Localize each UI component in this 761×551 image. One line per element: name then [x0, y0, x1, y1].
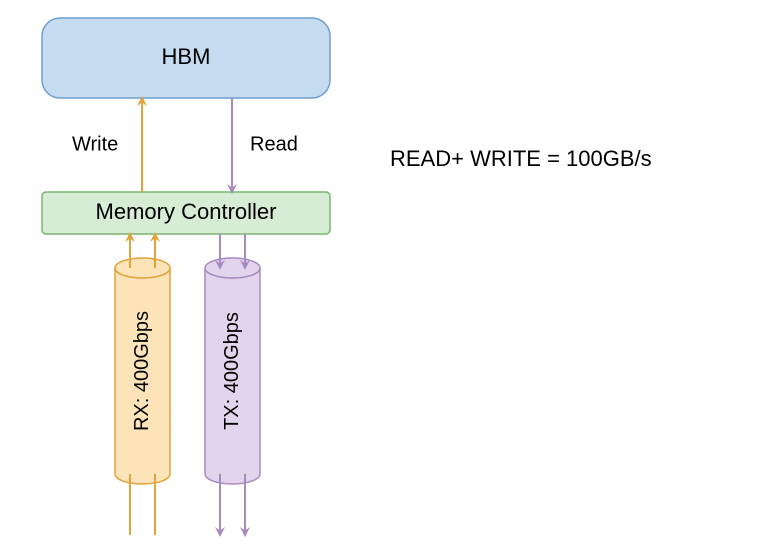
memory-controller-label: Memory Controller — [96, 199, 277, 224]
tx-pipe: TX: 400Gbps — [205, 258, 260, 484]
bandwidth-annotation: READ+ WRITE = 100GB/s — [390, 146, 652, 171]
hbm-node: HBM — [42, 18, 330, 98]
rx-pipe: RX: 400Gbps — [115, 258, 170, 484]
write-label: Write — [72, 133, 118, 155]
rx-label: RX: 400Gbps — [131, 311, 153, 431]
tx-label: TX: 400Gbps — [221, 312, 243, 430]
hbm-label: HBM — [162, 44, 211, 69]
read-label: Read — [250, 133, 298, 155]
memory-controller-node: Memory Controller — [42, 192, 330, 234]
